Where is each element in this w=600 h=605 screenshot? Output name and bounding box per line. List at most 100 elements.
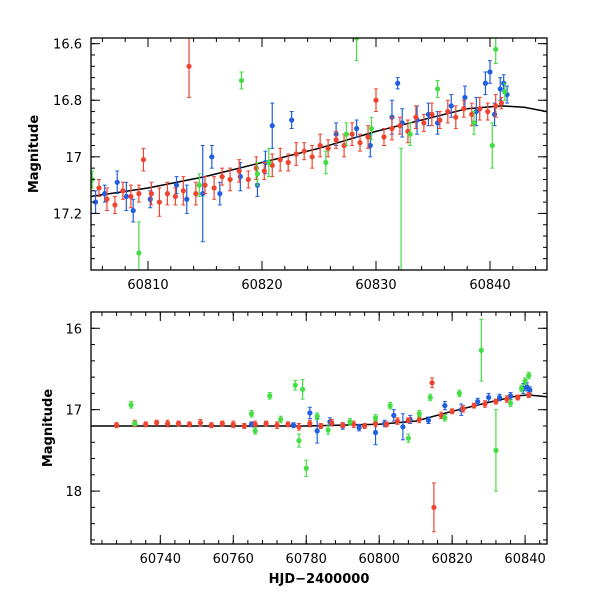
- top-red-data-point: [477, 96, 483, 121]
- bottom-blue-marker: [290, 422, 297, 428]
- bottom-green-data-point: [478, 318, 484, 382]
- bottom-blue-data-point: [314, 418, 320, 444]
- top-green-marker: [238, 77, 245, 84]
- top-blue-marker: [114, 179, 120, 185]
- bottom-green-data-point: [314, 412, 320, 420]
- top-red-data-point: [325, 139, 331, 158]
- top-blue-marker: [448, 103, 454, 109]
- top-red-marker: [413, 114, 419, 120]
- bottom-green-data-point: [296, 433, 302, 448]
- top-green-data-point: [502, 82, 508, 101]
- bottom-green-marker: [526, 372, 532, 379]
- top-red-marker: [211, 185, 217, 191]
- top-red-data-point: [96, 178, 102, 197]
- top-red-data-point: [164, 181, 170, 206]
- top-red-data-point: [357, 133, 363, 152]
- bottom-green-data-point: [387, 401, 393, 410]
- top-blue-data-point: [487, 60, 493, 84]
- top-blue-marker: [289, 117, 295, 123]
- top-blue-data-point: [395, 77, 401, 90]
- bottom-red-marker: [318, 423, 324, 429]
- top-red-marker: [293, 151, 299, 157]
- top-red-data-point: [128, 184, 134, 209]
- top-red-data-point: [293, 142, 299, 166]
- top-blue-marker: [367, 142, 373, 149]
- top-x-tick-label: 60830: [355, 278, 396, 293]
- top-blue-marker: [92, 199, 99, 205]
- top-red-data-point: [453, 105, 459, 130]
- bottom-green-marker: [278, 416, 284, 423]
- bottom-green-data-point: [128, 401, 134, 409]
- bottom-series-blue: [248, 382, 533, 446]
- top-red-marker: [333, 137, 339, 143]
- top-red-marker: [421, 120, 427, 126]
- top-red-marker: [112, 202, 118, 208]
- top-red-marker: [325, 145, 331, 151]
- bottom-red-marker: [285, 421, 291, 427]
- bottom-red-data-point: [526, 392, 532, 398]
- bottom-green-marker: [522, 378, 528, 384]
- bottom-red-data-point: [285, 421, 291, 428]
- bottom-red-data-point: [340, 422, 346, 429]
- bottom-red-data-point: [307, 419, 313, 428]
- bottom-green-marker: [347, 419, 353, 425]
- top-red-data-point: [104, 187, 110, 212]
- bottom-green-marker: [387, 403, 393, 409]
- bottom-red-data-point: [296, 423, 302, 431]
- bottom-red-marker: [143, 421, 149, 427]
- top-y-axis-title: Magnitude: [27, 115, 42, 194]
- bottom-red-data-point: [504, 395, 510, 403]
- top-red-data-point: [156, 187, 162, 217]
- bottom-green-data-point: [456, 389, 463, 398]
- top-red-marker: [140, 157, 147, 163]
- top-red-marker: [498, 100, 504, 106]
- top-red-marker: [445, 108, 451, 115]
- bottom-red-data-point: [362, 423, 368, 429]
- bottom-green-marker: [427, 394, 433, 401]
- top-red-data-point: [172, 187, 178, 206]
- top-red-data-point: [413, 105, 419, 130]
- top-green-marker: [471, 120, 477, 126]
- top-red-data-point: [261, 161, 267, 180]
- bottom-red-data-point: [154, 419, 160, 426]
- top-red-data-point: [389, 116, 395, 141]
- top-green-marker: [398, 324, 403, 329]
- bottom-red-marker: [296, 424, 302, 430]
- bottom-red-data-point: [449, 408, 455, 415]
- bottom-green-data-point: [416, 409, 422, 418]
- top-red-data-point: [309, 145, 315, 169]
- top-blue-data-point: [173, 176, 180, 195]
- bottom-blue-data-point: [400, 413, 406, 441]
- top-red-data-point: [186, 38, 192, 98]
- top-red-data-point: [120, 181, 126, 200]
- top-blue-marker: [209, 154, 215, 160]
- bottom-red-marker: [493, 398, 499, 405]
- top-red-data-point: [445, 99, 451, 124]
- top-red-data-point: [136, 184, 142, 203]
- bottom-red-data-point: [197, 418, 204, 427]
- top-red-marker: [193, 191, 199, 197]
- top-red-marker: [261, 168, 267, 174]
- top-green-data-point: [434, 79, 441, 98]
- top-x-tick-label: 60840: [469, 278, 510, 293]
- bottom-green-data-point: [347, 418, 353, 426]
- top-green-data-point: [136, 221, 142, 270]
- top-red-data-point: [498, 96, 504, 110]
- bottom-blue-marker: [356, 424, 362, 431]
- bottom-red-data-point: [113, 422, 120, 429]
- top-red-marker: [349, 131, 355, 137]
- top-blue-data-point: [184, 184, 190, 214]
- top-blue-data-point: [497, 77, 503, 101]
- bottom-red-marker: [449, 408, 455, 414]
- top-green-data-point: [493, 38, 499, 64]
- top-red-data-point: [317, 133, 323, 158]
- top-red-marker: [269, 162, 275, 168]
- top-red-data-point: [193, 181, 199, 206]
- top-red-marker: [120, 188, 126, 194]
- bottom-red-marker: [252, 421, 258, 427]
- top-red-marker: [164, 191, 170, 197]
- top-red-data-point: [211, 176, 217, 200]
- bottom-red-data-point: [515, 394, 521, 401]
- top-red-marker: [461, 106, 467, 112]
